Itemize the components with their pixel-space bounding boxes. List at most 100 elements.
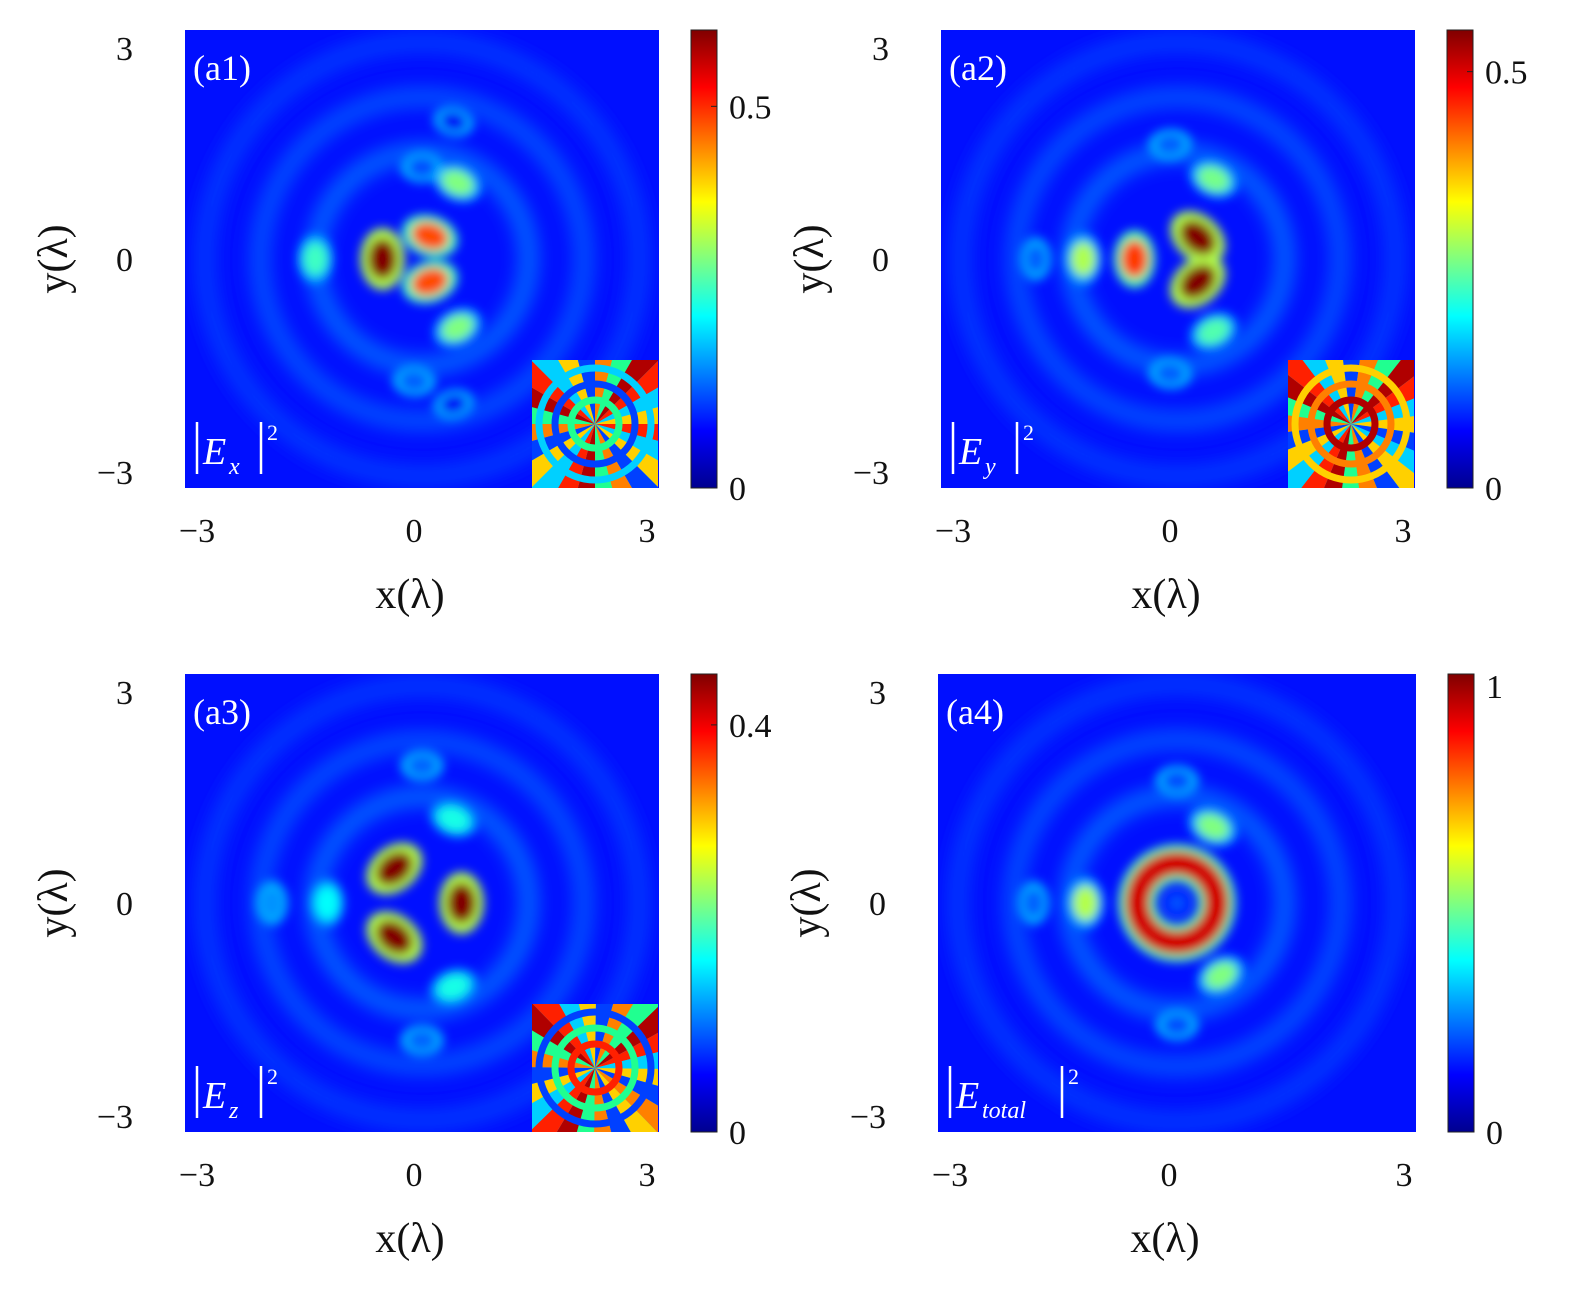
phase-ring [551, 1024, 639, 1112]
colorbar: 00.5 [690, 29, 772, 508]
phase-wedge [532, 1050, 595, 1068]
annotation-superscript: 2 [1023, 420, 1034, 445]
annotation-base: E [202, 1075, 226, 1117]
ring [194, 31, 650, 487]
peak [407, 157, 437, 178]
x-axis: −3 0 3 x(λ) [935, 513, 1412, 618]
colorbar: 00.4 [690, 673, 772, 1152]
peak-ring-center [1165, 891, 1189, 915]
annotation-subscript: total [982, 1098, 1026, 1124]
peak [1070, 242, 1096, 276]
y-tick-label: 0 [872, 242, 889, 279]
peak [441, 314, 474, 341]
panel-1: (a1) E x2 00.5 −3 0 3 x(λ) 30−3y(λ) [31, 29, 772, 618]
colorbar-tick-label: 0.5 [1485, 55, 1528, 92]
peak [438, 974, 469, 999]
colorbar-tick-label: 0 [729, 1115, 746, 1152]
heatmap [938, 674, 1416, 1132]
phase-wedge [595, 1052, 658, 1069]
y-tick-label: −3 [97, 455, 133, 492]
phase-wedge [532, 1067, 595, 1084]
peak [375, 920, 413, 955]
peak-ring [1124, 850, 1230, 956]
phase-ring [535, 1008, 655, 1128]
phase-wedge [1288, 415, 1351, 432]
phase-wedge [577, 424, 595, 488]
peak [1198, 318, 1230, 345]
x-axis: −3 0 3 x(λ) [932, 1157, 1413, 1262]
phase-wedge [594, 1068, 612, 1132]
colorbar: 01 [1447, 669, 1503, 1152]
colorbar: 00.5 [1446, 29, 1528, 508]
peak [407, 1030, 437, 1051]
peak [367, 238, 398, 280]
phase-wedge [595, 424, 613, 488]
ring [947, 674, 1407, 1132]
peak [411, 221, 449, 251]
peak [399, 370, 429, 392]
y-axis-label: y(λ) [787, 224, 833, 293]
annotation-base: E [955, 1075, 979, 1117]
y-tick-label: −3 [853, 455, 889, 492]
x-tick-label: 3 [1395, 513, 1412, 550]
panel-label: (a2) [949, 48, 1007, 88]
phase-inset [532, 360, 658, 488]
peak [1205, 962, 1237, 989]
x-tick-label: 0 [406, 513, 423, 550]
y-axis-label: y(λ) [31, 868, 77, 937]
peak [1179, 264, 1217, 300]
peak [407, 755, 437, 776]
x-tick-label: −3 [179, 513, 215, 550]
x-tick-label: 0 [406, 1157, 423, 1194]
peak [440, 111, 468, 132]
ring [194, 675, 650, 1131]
phase-wedge [595, 424, 658, 441]
peak [1162, 770, 1192, 792]
x-axis-label: x(λ) [375, 572, 444, 618]
y-axis: 3 0 −3 y(λ) [31, 31, 133, 492]
y-tick-label: 3 [869, 675, 886, 712]
phase-wedge [532, 424, 595, 441]
phase-wedge [1323, 424, 1351, 488]
x-tick-label: 0 [1162, 513, 1179, 550]
panel-label: (a1) [193, 48, 251, 88]
annotation-base: E [202, 431, 226, 473]
y-axis: 3 0 −3 y(λ) [31, 675, 133, 1136]
phase-wedge [1351, 424, 1414, 451]
intensity-peaks [298, 106, 482, 419]
y-tick-label: −3 [850, 1099, 886, 1136]
annotation-superscript: 2 [267, 420, 278, 445]
colorbar-tick-label: 1 [1486, 669, 1503, 706]
phase-ring [535, 364, 655, 484]
panel-label: (a4) [946, 692, 1004, 732]
x-tick-label: −3 [932, 1157, 968, 1194]
peak [375, 851, 413, 886]
phase-ring [1323, 396, 1379, 452]
peak [261, 888, 283, 918]
colorbar-tick-label: 0 [1486, 1115, 1503, 1152]
annotation-subscript: z [228, 1098, 239, 1124]
x-tick-label: 3 [639, 1157, 656, 1194]
annotation-superscript: 2 [267, 1064, 278, 1089]
peak [1023, 888, 1045, 918]
phase-wedge [1288, 424, 1351, 450]
phase-wedge [576, 1068, 595, 1132]
colorbar-tick-label: 0 [1485, 471, 1502, 508]
phase-ring [567, 396, 623, 452]
phase-ring [1291, 364, 1411, 484]
peak [315, 887, 339, 919]
y-tick-label: 3 [872, 31, 889, 68]
x-tick-label: 3 [639, 513, 656, 550]
ring [1006, 87, 1350, 431]
heatmap [185, 30, 659, 488]
peak [1073, 885, 1098, 921]
phase-ring [1307, 380, 1395, 468]
y-axis-label: y(λ) [784, 868, 830, 937]
phase-wedge [595, 360, 613, 424]
colorbar-gradient [690, 29, 718, 489]
